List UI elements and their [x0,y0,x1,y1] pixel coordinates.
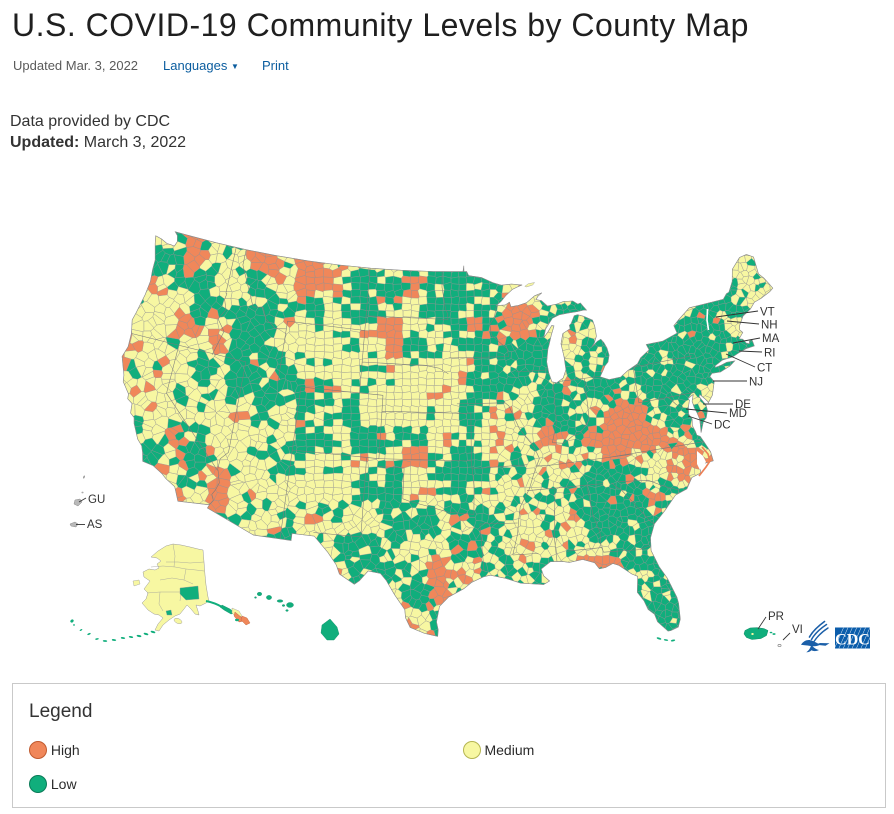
svg-text:VI: VI [792,624,803,636]
svg-text:MD: MD [729,408,747,420]
svg-text:DE: DE [735,399,751,411]
svg-text:CDC: CDC [835,632,870,649]
svg-text:DC: DC [714,420,731,432]
svg-text:VT: VT [760,307,775,319]
svg-text:NH: NH [761,320,778,332]
svg-text:NJ: NJ [749,377,763,389]
svg-text:RI: RI [764,348,776,360]
svg-text:CT: CT [757,363,772,375]
svg-text:PR: PR [768,611,784,623]
svg-text:MA: MA [762,333,780,345]
svg-text:GU: GU [88,494,105,506]
svg-text:AS: AS [87,519,103,531]
